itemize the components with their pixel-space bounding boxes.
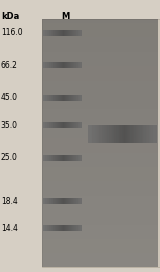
Text: 45.0: 45.0 xyxy=(1,93,18,103)
FancyBboxPatch shape xyxy=(42,19,160,267)
Text: 25.0: 25.0 xyxy=(1,153,18,162)
Text: M: M xyxy=(61,12,70,21)
Text: 14.4: 14.4 xyxy=(1,224,18,233)
Text: 116.0: 116.0 xyxy=(1,28,22,37)
Text: 35.0: 35.0 xyxy=(1,120,18,130)
Text: 66.2: 66.2 xyxy=(1,61,18,70)
Text: 18.4: 18.4 xyxy=(1,197,18,206)
Text: kDa: kDa xyxy=(1,12,19,21)
